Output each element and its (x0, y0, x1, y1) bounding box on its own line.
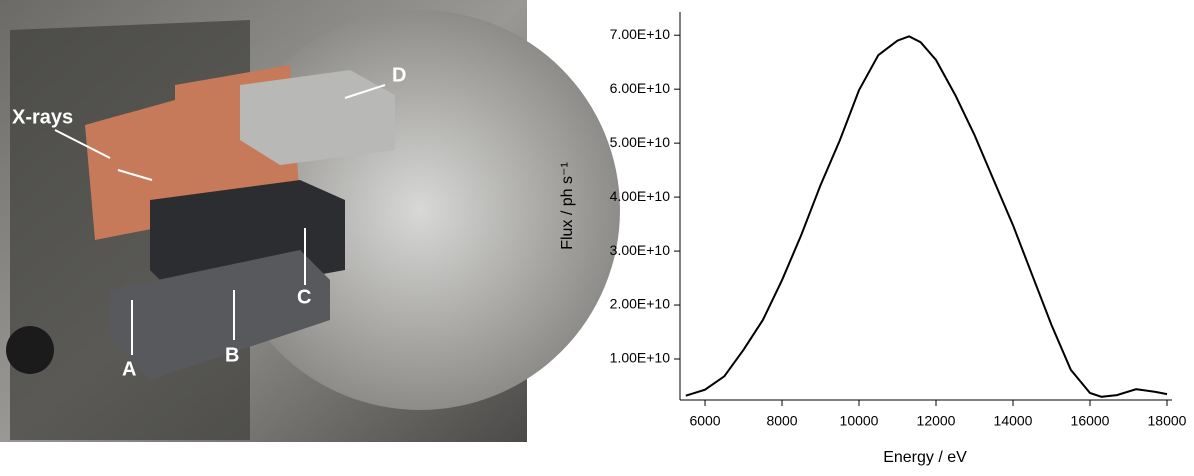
x-tick-label: 14000 (994, 413, 1033, 429)
nut (6, 326, 54, 374)
chart: Energy / eV Flux / ph s⁻¹ 6000 8000 10000 1… (559, 12, 1187, 466)
y-tick-label: 5.00E+10 (610, 134, 671, 150)
y-tick-label: 7.00E+10 (610, 26, 671, 42)
x-tick-label: 6000 (689, 413, 720, 429)
y-tick-label: 1.00E+10 (610, 350, 671, 366)
x-tick-label: 8000 (766, 413, 797, 429)
photo-label: C (297, 286, 311, 308)
x-tick-label: 12000 (917, 413, 956, 429)
photo-label: D (392, 64, 406, 86)
photo: X-rays A B C D (0, 0, 620, 442)
y-tick-label: 3.00E+10 (610, 242, 671, 258)
y-tick-label: 6.00E+10 (610, 80, 671, 96)
photo-label: A (122, 358, 136, 380)
data-line (685, 35, 1168, 398)
stage-d (240, 70, 395, 165)
y-axis-label: Flux / ph s⁻¹ (559, 162, 576, 250)
x-axis-label: Energy / eV (883, 449, 967, 466)
photo-label: B (225, 344, 239, 366)
y-tick-label: 2.00E+10 (610, 296, 671, 312)
base-a (110, 250, 330, 380)
arrows (54, 84, 386, 355)
photo-label: X-rays (12, 106, 73, 128)
y-tick-label: 4.00E+10 (610, 188, 671, 204)
x-tick-label: 10000 (840, 413, 879, 429)
x-tick-label: 18000 (1148, 413, 1187, 429)
x-tick-label: 16000 (1071, 413, 1110, 429)
